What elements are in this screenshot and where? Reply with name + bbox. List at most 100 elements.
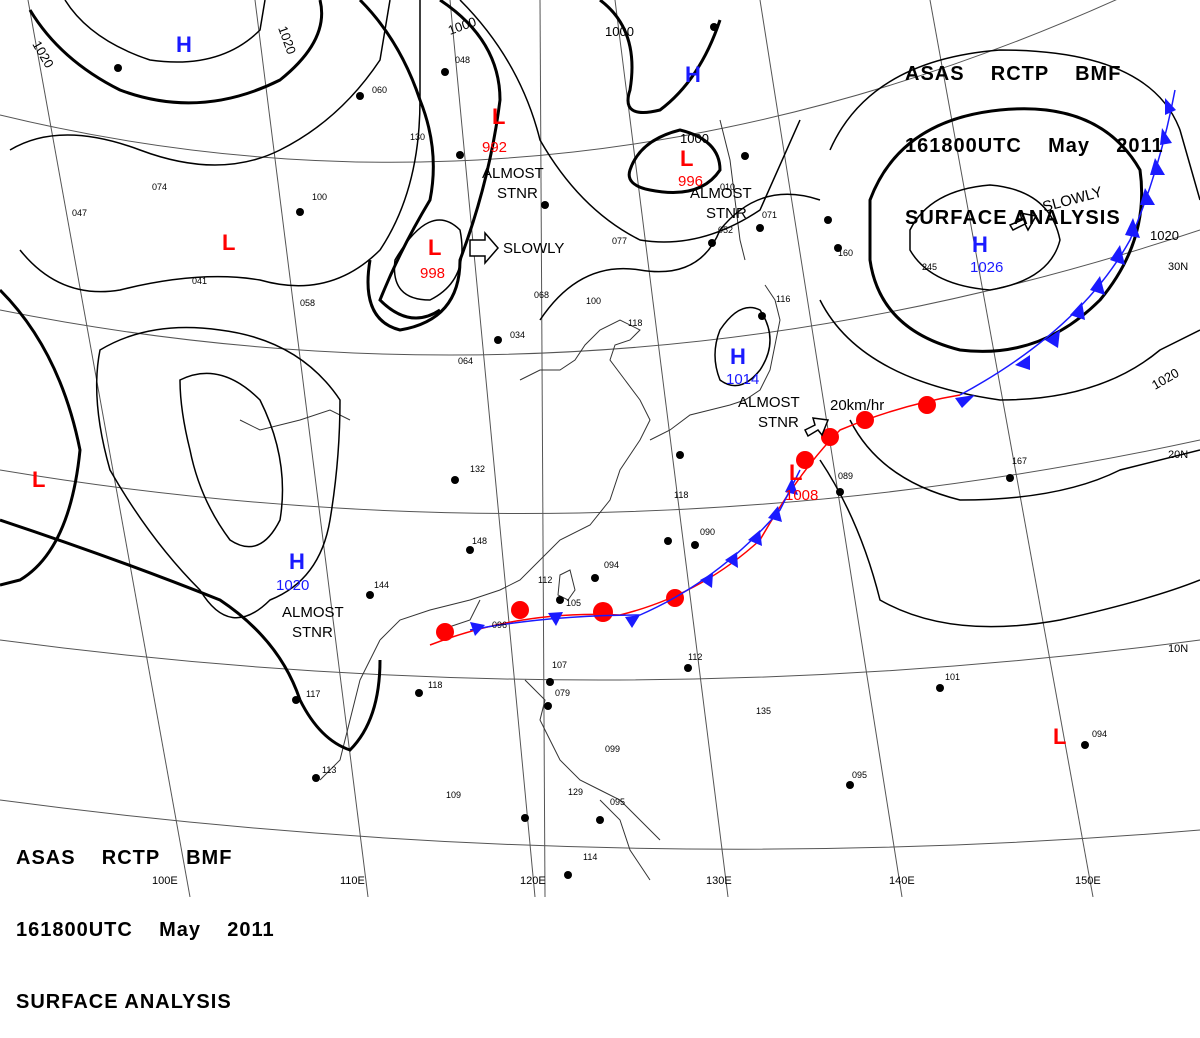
low-center: L bbox=[428, 235, 441, 260]
isobars bbox=[0, 0, 1200, 752]
station-value: 135 bbox=[756, 706, 771, 716]
isobar-label: 1000 bbox=[680, 131, 709, 146]
movement-label: ALMOST bbox=[282, 604, 344, 621]
header-line-1: ASAS RCTP BMF bbox=[16, 847, 233, 869]
station-value: 096 bbox=[492, 620, 507, 630]
isobar-label: 1020 bbox=[1150, 228, 1179, 243]
station-value: 100 bbox=[586, 296, 601, 306]
station-value: 129 bbox=[568, 787, 583, 797]
station-value: 245 bbox=[922, 262, 937, 272]
station-value: 041 bbox=[192, 276, 207, 286]
header-line-3: SURFACE ANALYSIS bbox=[16, 991, 232, 1013]
weather-map: 1020 1020 1000 1000 1000 1020 1020 H H L… bbox=[0, 0, 1200, 897]
station-value: 107 bbox=[552, 660, 567, 670]
movement-label: ALMOST bbox=[482, 165, 544, 182]
station-value: 048 bbox=[455, 55, 470, 65]
header-line-2: 161800UTC May 2011 bbox=[905, 135, 1164, 157]
header-bottom-left: ASAS RCTP BMF 161800UTC May 2011 SURFACE… bbox=[16, 798, 275, 1038]
station-value: 117 bbox=[306, 689, 320, 699]
station-value: 060 bbox=[372, 85, 387, 95]
high-center: H bbox=[730, 344, 746, 369]
station-value: 118 bbox=[674, 490, 688, 500]
low-center-value: 992 bbox=[482, 139, 507, 156]
station-value: 167 bbox=[1012, 456, 1027, 466]
high-center: H bbox=[685, 62, 701, 87]
station-value: 109 bbox=[446, 790, 461, 800]
movement-speed: 20km/hr bbox=[830, 397, 884, 414]
station-value: 130 bbox=[410, 132, 425, 142]
station-value: 010 bbox=[720, 182, 735, 192]
header-top-right: ASAS RCTP BMF 161800UTC May 2011 SURFACE… bbox=[905, 14, 1164, 254]
movement-label: STNR bbox=[292, 624, 333, 641]
station-value: 132 bbox=[470, 464, 485, 474]
lat-label: 10N bbox=[1168, 643, 1188, 655]
station-value: 160 bbox=[838, 248, 853, 258]
low-center-value: 1008 bbox=[785, 487, 818, 504]
lon-label: 150E bbox=[1075, 875, 1101, 887]
low-center: L bbox=[789, 460, 802, 485]
high-center-value: 1020 bbox=[276, 577, 309, 594]
lon-label: 130E bbox=[706, 875, 732, 887]
movement-label: ALMOST bbox=[690, 185, 752, 202]
station-value: 094 bbox=[1092, 729, 1107, 739]
high-center: H bbox=[289, 549, 305, 574]
station-value: 118 bbox=[628, 318, 642, 328]
station-value: 116 bbox=[776, 294, 790, 304]
low-center-value: 996 bbox=[678, 173, 703, 190]
station-value: 058 bbox=[300, 298, 315, 308]
station-value: 089 bbox=[838, 471, 853, 481]
station-value: 099 bbox=[605, 744, 620, 754]
station-value: 052 bbox=[718, 225, 733, 235]
movement-label: ALMOST bbox=[738, 394, 800, 411]
movement-label: SLOWLY bbox=[503, 240, 564, 257]
movement-arrows bbox=[469, 212, 1038, 438]
header-line-2: 161800UTC May 2011 bbox=[16, 919, 275, 941]
lon-label: 100E bbox=[152, 875, 178, 887]
low-center: L bbox=[492, 104, 505, 129]
station-markers bbox=[114, 23, 1089, 879]
lon-label: 120E bbox=[520, 875, 546, 887]
station-value: 112 bbox=[538, 575, 552, 585]
isobar-label: 1000 bbox=[605, 24, 634, 39]
station-value: 094 bbox=[604, 560, 619, 570]
station-value: 077 bbox=[612, 236, 627, 246]
station-value: 064 bbox=[458, 356, 473, 366]
station-value: 101 bbox=[945, 672, 960, 682]
station-value: 100 bbox=[312, 192, 327, 202]
station-value: 079 bbox=[555, 688, 570, 698]
station-value: 034 bbox=[510, 330, 525, 340]
station-value: 090 bbox=[700, 527, 715, 537]
station-value: 105 bbox=[566, 598, 581, 608]
station-value: 047 bbox=[72, 208, 87, 218]
coastlines bbox=[239, 119, 781, 881]
high-center: H bbox=[176, 32, 192, 57]
station-value: 112 bbox=[688, 652, 702, 662]
station-value: 114 bbox=[583, 852, 597, 862]
station-value: 113 bbox=[322, 765, 336, 775]
lat-label: 30N bbox=[1168, 261, 1188, 273]
movement-label: STNR bbox=[497, 185, 538, 202]
movement-label: STNR bbox=[758, 414, 799, 431]
low-center: L bbox=[1053, 724, 1066, 749]
station-value: 068 bbox=[534, 290, 549, 300]
low-center: L bbox=[222, 230, 235, 255]
low-center-value: 998 bbox=[420, 265, 445, 282]
movement-label: STNR bbox=[706, 205, 747, 222]
high-center: H bbox=[972, 232, 988, 257]
station-value: 148 bbox=[472, 536, 487, 546]
station-value: 074 bbox=[152, 182, 167, 192]
station-value: 118 bbox=[428, 680, 442, 690]
low-center: L bbox=[680, 146, 693, 171]
graticule-labels: 100E 110E 120E 130E 140E 150E 30N 20N 10… bbox=[152, 261, 1188, 887]
header-line-1: ASAS RCTP BMF bbox=[905, 63, 1122, 85]
station-value: 095 bbox=[610, 797, 625, 807]
station-value: 144 bbox=[374, 580, 389, 590]
cold-front bbox=[469, 89, 1176, 636]
low-center: L bbox=[32, 467, 45, 492]
lat-label: 20N bbox=[1168, 449, 1188, 461]
high-center-value: 1026 bbox=[970, 259, 1003, 276]
warm-front bbox=[429, 394, 961, 646]
station-value: 095 bbox=[852, 770, 867, 780]
station-value: 071 bbox=[762, 210, 777, 220]
high-center-value: 1014 bbox=[726, 371, 759, 388]
